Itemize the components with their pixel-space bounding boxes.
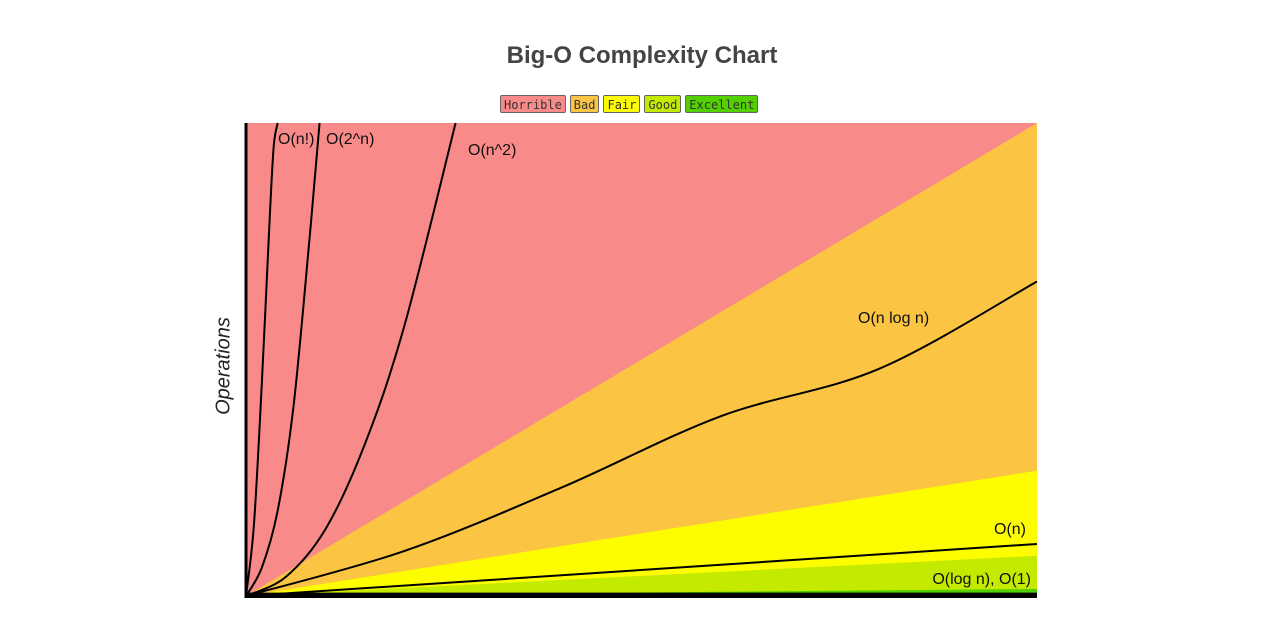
labels-layer: O(n!) O(2^n) O(n^2) O(n log n) O(n) O(log n),… [278, 131, 1031, 588]
legend-item-fair: Fair [603, 95, 641, 113]
series-label-nlogn: O(n log n) [858, 310, 929, 327]
series-label-factorial: O(n!) [278, 131, 314, 148]
regions-layer [246, 123, 1037, 596]
legend-item-horrible: Horrible [500, 95, 566, 113]
series-line-nlogn [245, 280, 1038, 597]
series-label-constant: O(log n), O(1) [932, 571, 1031, 588]
region-good [246, 555, 1037, 596]
series-line-quadratic [245, 122, 457, 597]
series-label-quadratic: O(n^2) [468, 142, 516, 159]
series-line-linear [245, 542, 1038, 597]
series-label-linear: O(n) [994, 521, 1026, 538]
series-line-factorial [245, 122, 279, 597]
legend-item-good: Good [644, 95, 682, 113]
legend: Horrible Bad Fair Good Excellent [500, 95, 759, 113]
region-bad [246, 123, 1037, 596]
axes-layer [244, 123, 1037, 598]
legend-item-excellent: Excellent [685, 95, 759, 113]
legend-item-bad: Bad [569, 95, 600, 113]
series-line-exponential [245, 122, 321, 597]
region-fair [246, 470, 1037, 596]
chart-title: Big-O Complexity Chart [506, 42, 778, 69]
series-label-exponential: O(2^n) [326, 131, 374, 148]
